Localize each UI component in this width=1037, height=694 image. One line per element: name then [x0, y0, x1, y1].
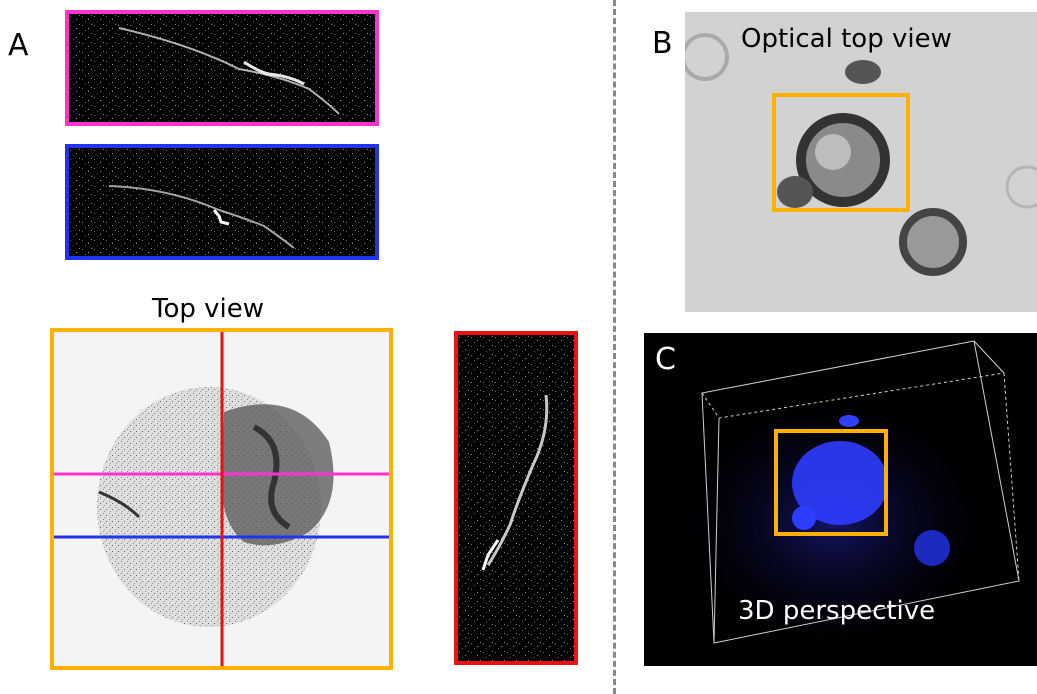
panel-divider	[613, 0, 616, 694]
magenta-cross-section-image	[65, 10, 379, 126]
top-view-image	[50, 328, 393, 670]
optical-top-view-image	[685, 12, 1037, 312]
panel-b-label: B	[652, 26, 673, 61]
optical-top-view-caption: Optical top view	[741, 24, 952, 54]
3d-perspective-image	[644, 333, 1037, 666]
3d-perspective-caption: 3D perspective	[738, 596, 936, 626]
panel-a-label: A	[8, 28, 29, 63]
red-cross-section-image	[454, 331, 578, 665]
panel-c-label: C	[655, 342, 676, 377]
blue-cross-section-image	[65, 144, 379, 260]
top-view-caption: Top view	[152, 294, 265, 324]
